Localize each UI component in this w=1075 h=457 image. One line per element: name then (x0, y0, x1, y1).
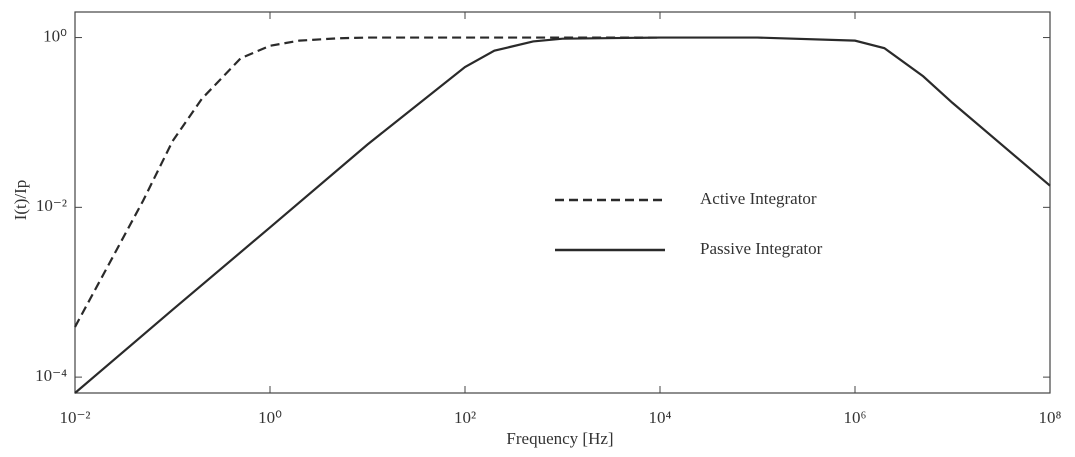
page: {"chart_data": { "type": "line", "x_labe… (0, 0, 1075, 457)
chart: Frequency [Hz] I(t)/Ip 10⁻² 10⁰ 10² 10⁴ 10⁶ 1… (0, 0, 1075, 457)
x-tick-label: 10⁴ (649, 408, 672, 427)
x-tick-label: 10⁸ (1039, 408, 1062, 427)
series-line (75, 38, 660, 327)
x-axis-label: Frequency [Hz] (506, 429, 613, 448)
y-tick-label: 10⁻² (36, 196, 67, 215)
legend-label: Passive Integrator (700, 239, 823, 258)
y-tick-label: 10⁻⁴ (35, 366, 67, 385)
legend-label: Active Integrator (700, 189, 817, 208)
plot-frame (75, 12, 1050, 393)
series-line (75, 38, 1050, 393)
x-tick-label: 10⁰ (258, 408, 282, 427)
x-tick-label: 10⁶ (844, 408, 867, 427)
y-axis-label: I(t)/Ip (11, 180, 30, 221)
y-tick-label: 10⁰ (43, 26, 67, 45)
x-tick-label: 10⁻² (59, 408, 90, 427)
x-tick-label: 10² (454, 408, 476, 427)
